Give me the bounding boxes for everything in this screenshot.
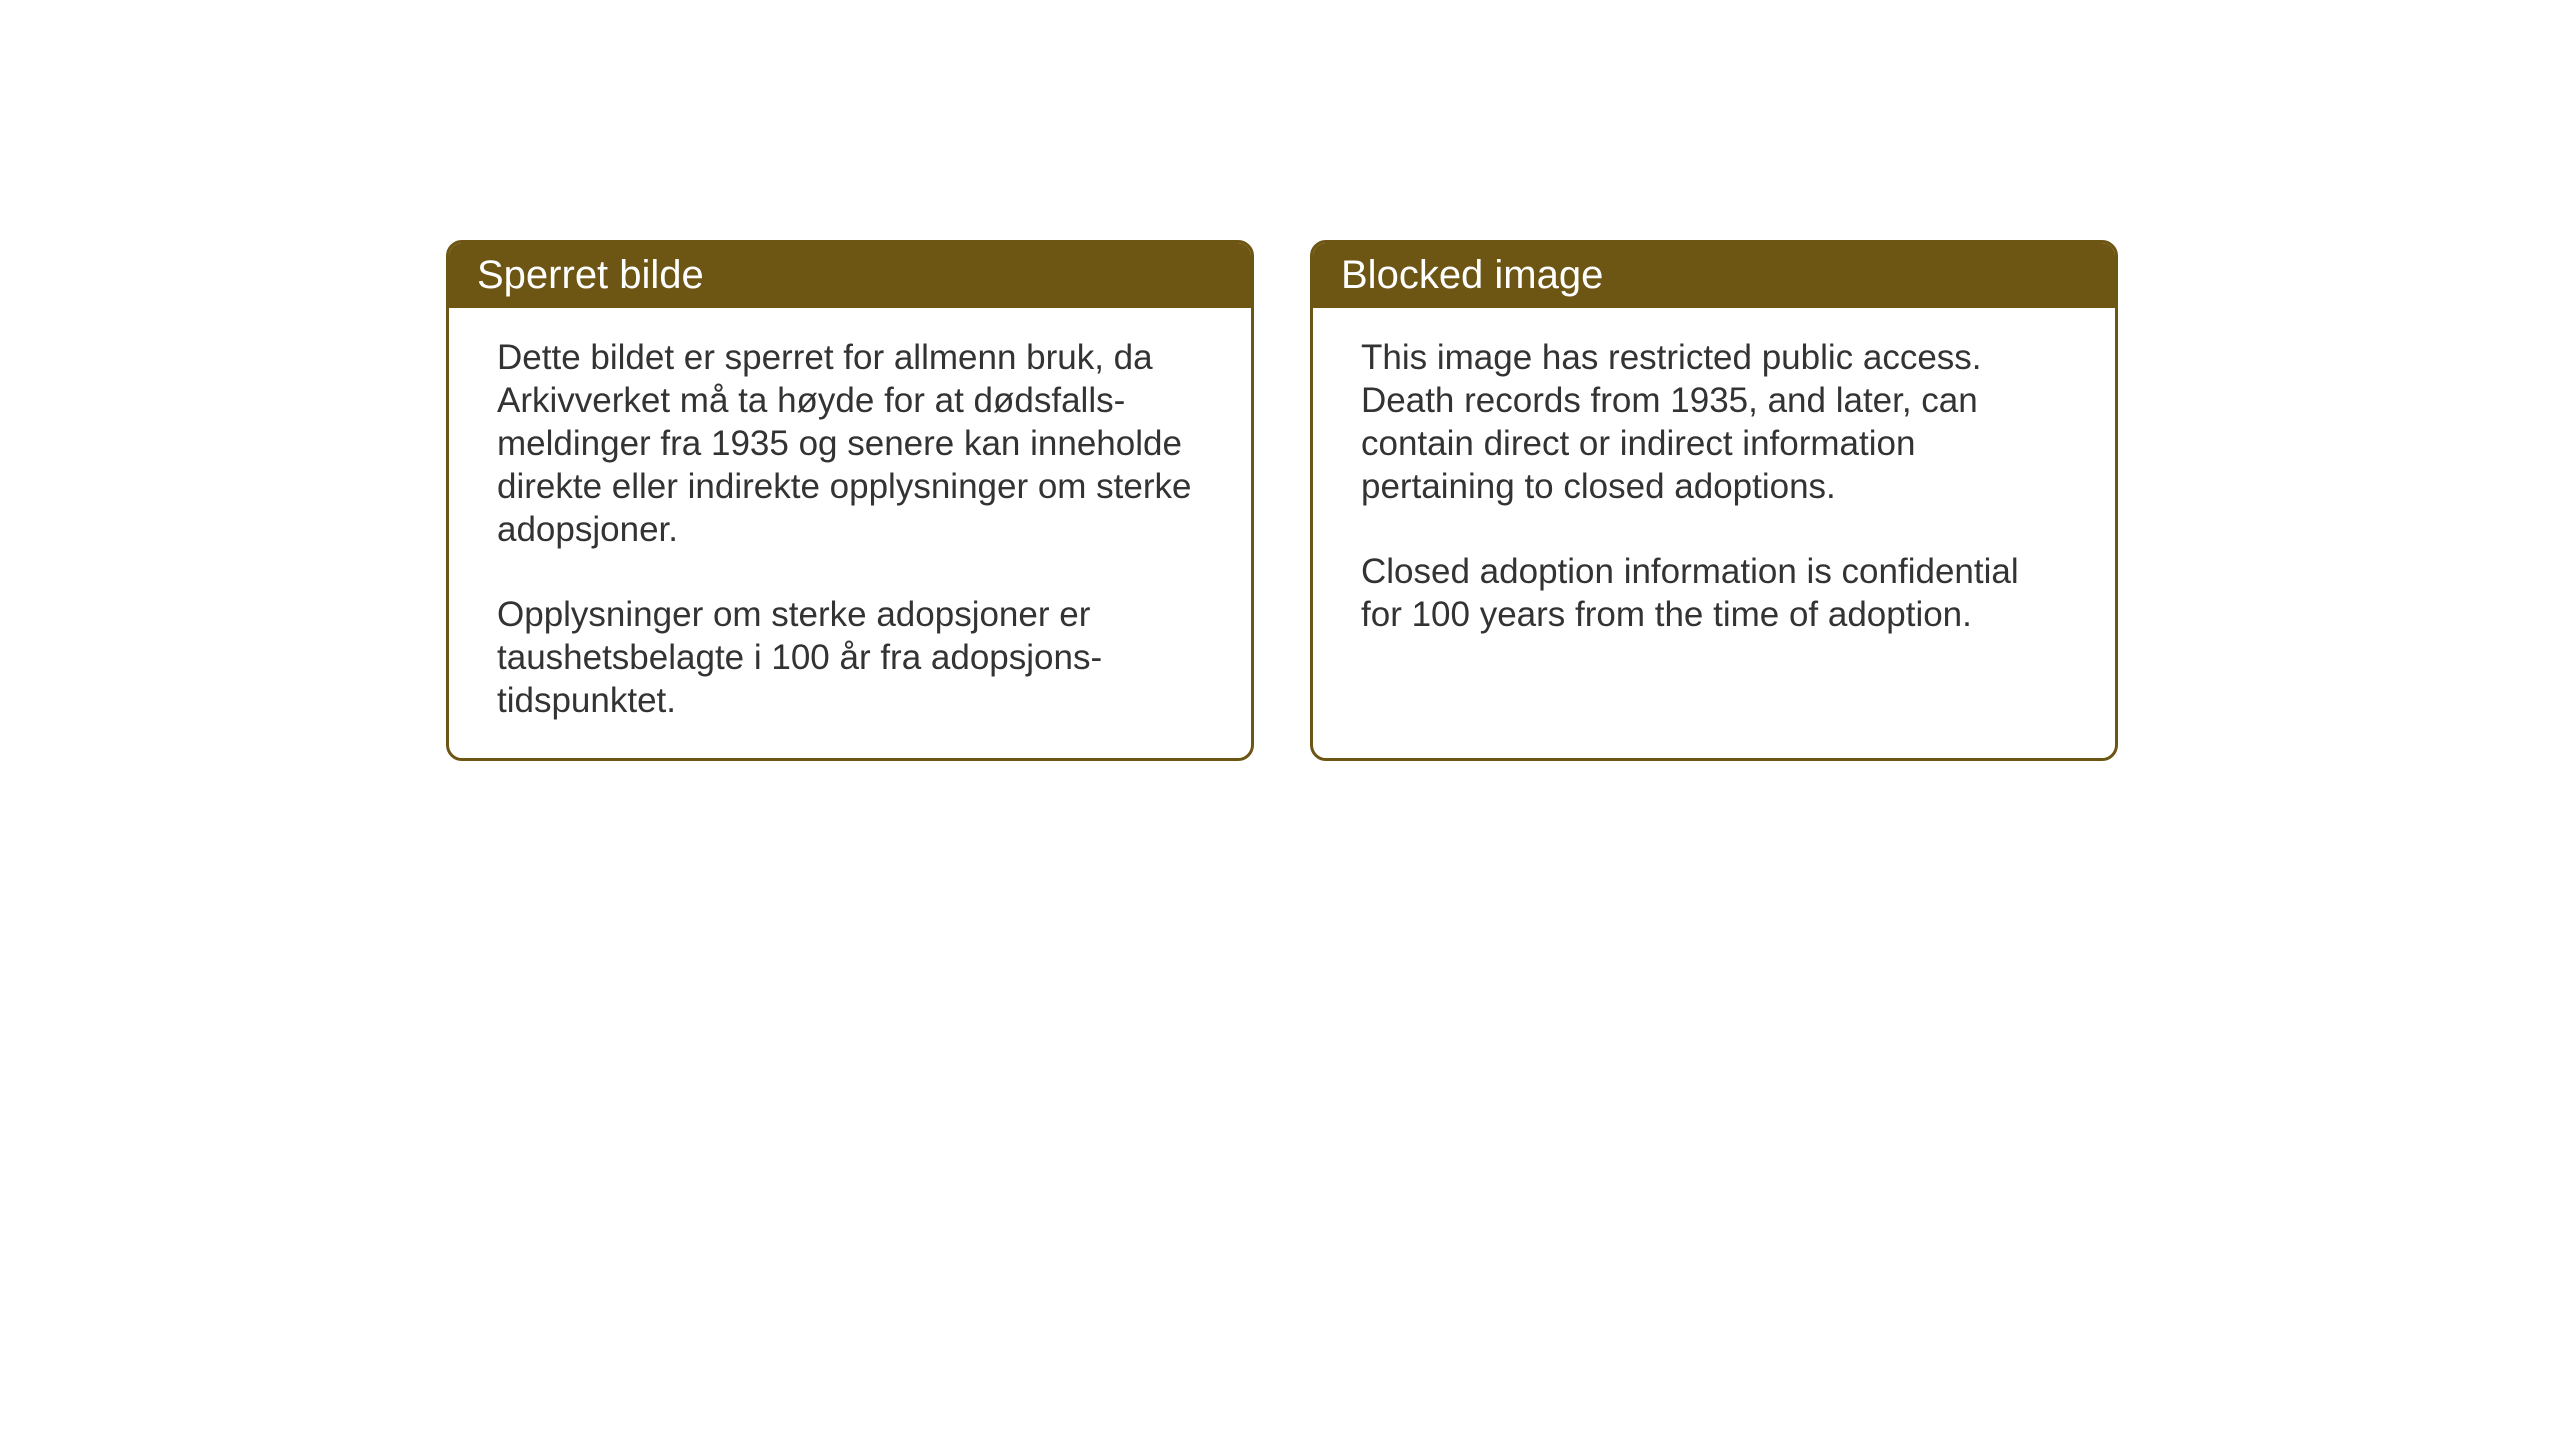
english-card-body: This image has restricted public access.… <box>1313 308 2115 748</box>
norwegian-card-body: Dette bildet er sperret for allmenn bruk… <box>449 308 1251 758</box>
english-paragraph-2: Closed adoption information is confident… <box>1361 550 2067 636</box>
norwegian-paragraph-1: Dette bildet er sperret for allmenn bruk… <box>497 336 1203 551</box>
english-card-title: Blocked image <box>1341 253 1603 297</box>
norwegian-card: Sperret bilde Dette bildet er sperret fo… <box>446 240 1254 761</box>
norwegian-card-header: Sperret bilde <box>449 243 1251 308</box>
cards-container: Sperret bilde Dette bildet er sperret fo… <box>446 240 2118 761</box>
english-paragraph-1: This image has restricted public access.… <box>1361 336 2067 508</box>
norwegian-paragraph-2: Opplysninger om sterke adopsjoner er tau… <box>497 593 1203 722</box>
norwegian-card-title: Sperret bilde <box>477 253 704 297</box>
english-card: Blocked image This image has restricted … <box>1310 240 2118 761</box>
english-card-header: Blocked image <box>1313 243 2115 308</box>
